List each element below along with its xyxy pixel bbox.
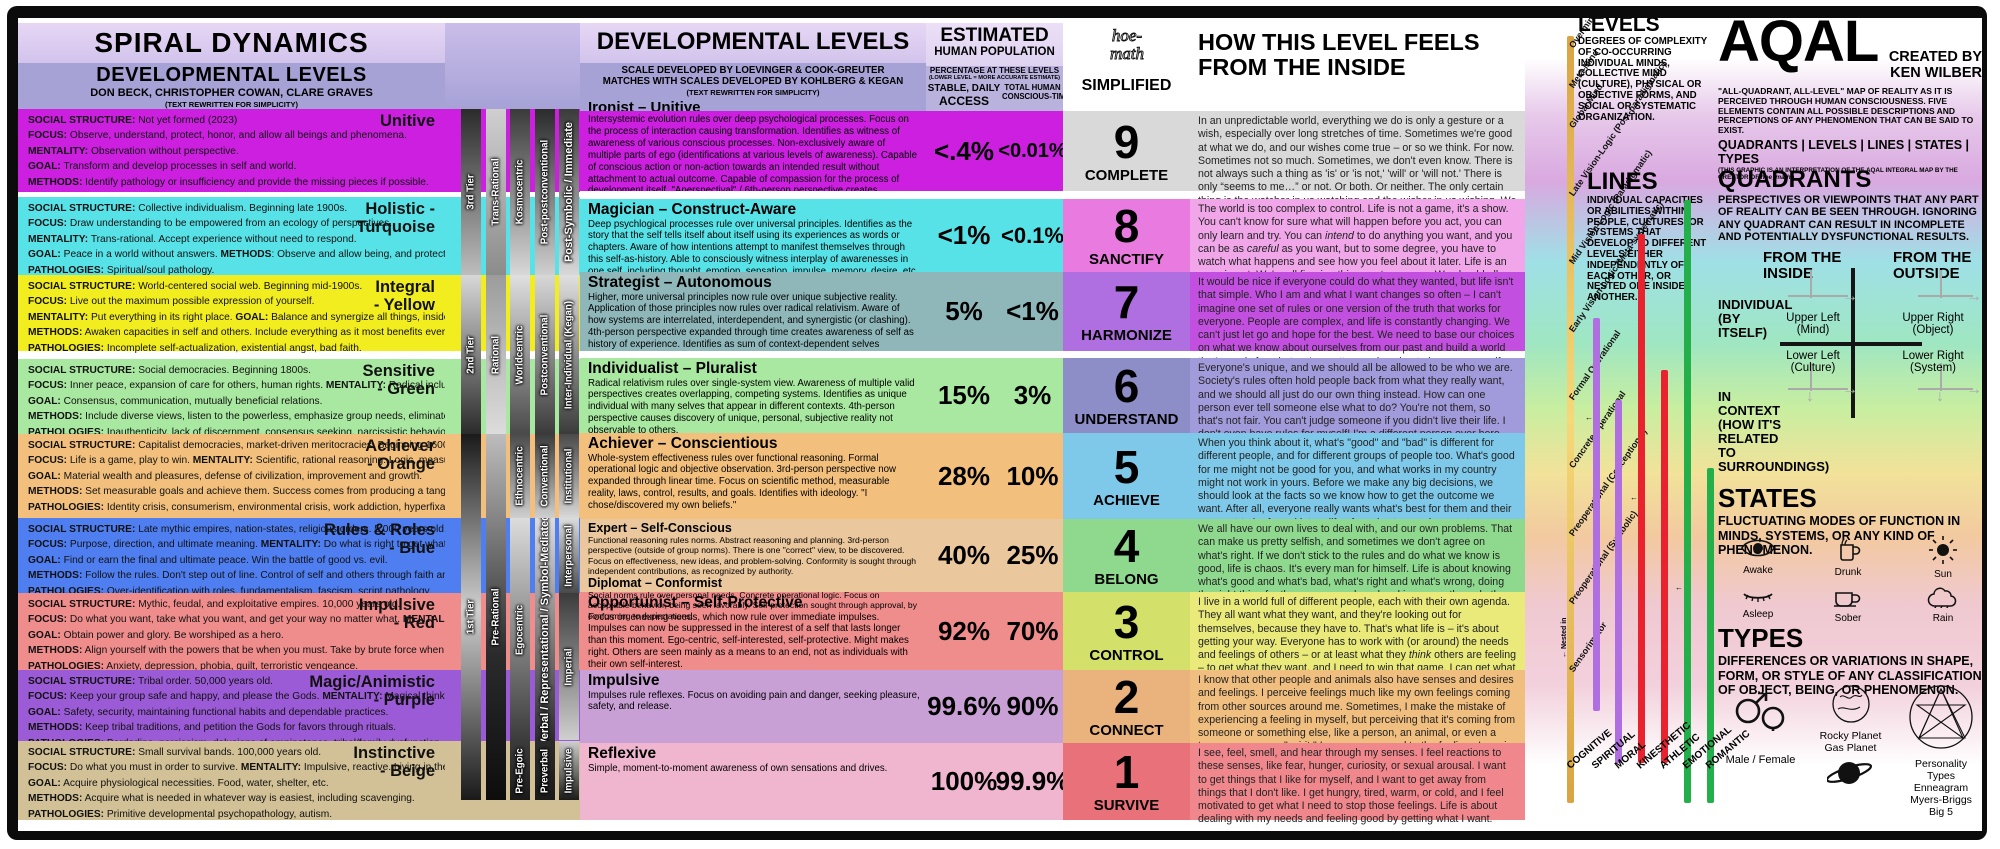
svg-text:hoe-: hoe- [1111, 26, 1142, 45]
svg-text:math: math [1110, 44, 1144, 62]
